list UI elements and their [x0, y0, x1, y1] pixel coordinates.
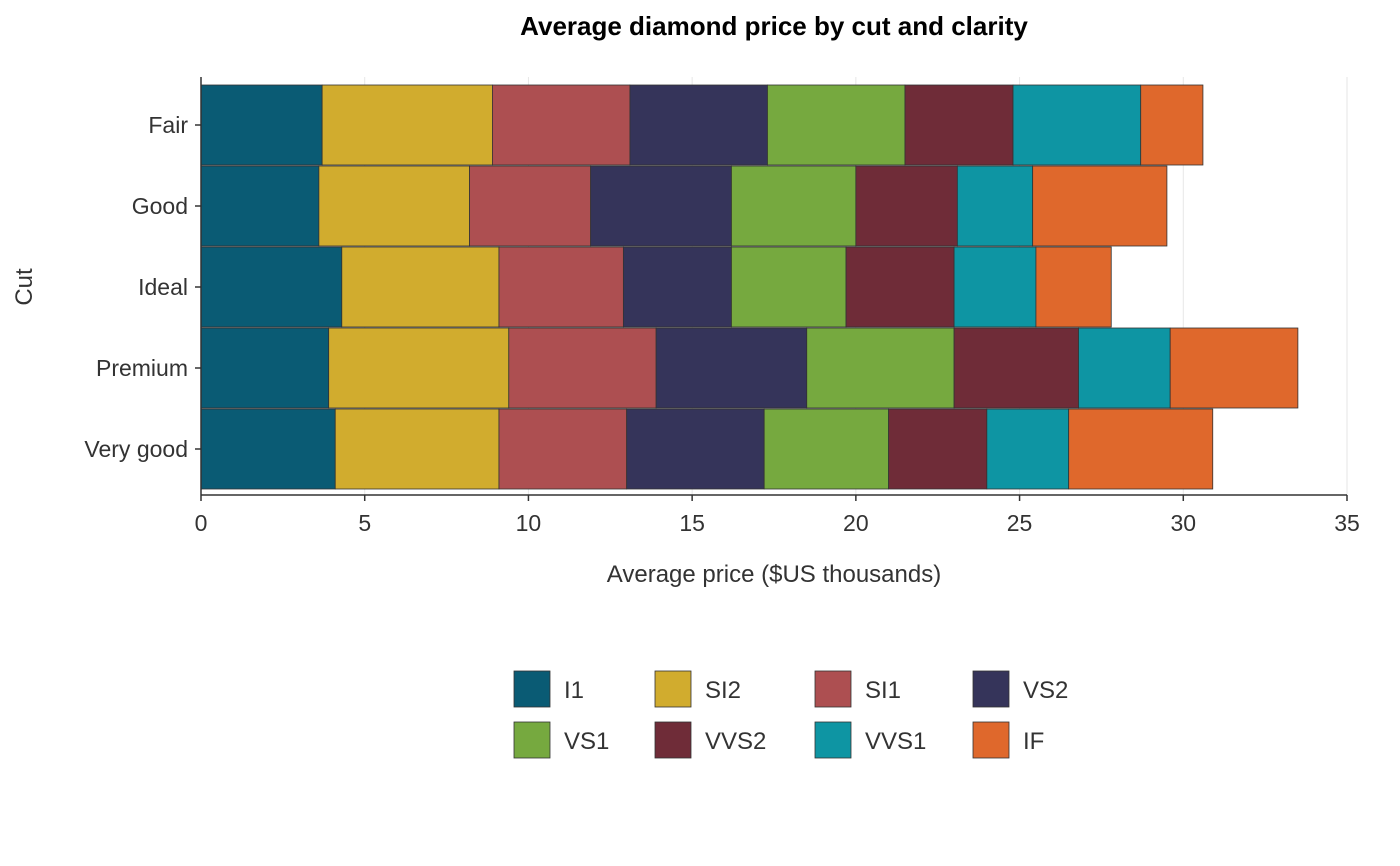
bar-very-good-i1	[200, 408, 336, 490]
bar-very-good-vvs1	[986, 408, 1070, 490]
bar-fair-vvs2	[904, 84, 1014, 166]
x-tick-label-4: 20	[843, 510, 869, 536]
x-tick-label-0: 0	[195, 510, 208, 536]
bar-premium-si2	[328, 327, 510, 409]
y-tick-label-0: Fair	[148, 112, 188, 138]
bar-premium-vs2	[655, 327, 808, 409]
bar-premium-if	[1169, 327, 1299, 409]
bar-ideal-vs2	[622, 246, 732, 328]
legend-label-vvs2: VVS2	[705, 728, 766, 755]
legend-swatch-vs1	[513, 721, 551, 759]
bar-ideal-if	[1035, 246, 1112, 328]
axes: Fair Good Ideal Premium Very good 0 5 10 15 20 25 3…	[84, 77, 1360, 536]
y-tick-label-2: Ideal	[138, 274, 188, 300]
legend-label-si2: SI2	[705, 677, 741, 704]
bar-good-i1	[200, 165, 320, 247]
bar-fair-i1	[200, 84, 323, 166]
y-tick-label-3: Premium	[96, 355, 188, 381]
bar-fair-if	[1140, 84, 1204, 166]
bar-ideal-i1	[200, 246, 343, 328]
bar-premium-vvs2	[953, 327, 1079, 409]
bar-very-good-vs1	[763, 408, 889, 490]
bar-very-good-si2	[334, 408, 500, 490]
bar-premium-i1	[200, 327, 330, 409]
bar-good-si2	[318, 165, 470, 247]
bar-good-vvs2	[855, 165, 958, 247]
bar-ideal-vs1	[731, 246, 847, 328]
bar-fair-vs2	[629, 84, 768, 166]
y-tick-label-1: Good	[132, 193, 188, 219]
bar-good-vs1	[731, 165, 857, 247]
bar-fair-vvs1	[1012, 84, 1142, 166]
legend: I1 SI2 SI1 VS2 VS1 VVS2 VVS1 IF	[513, 670, 1068, 759]
legend-swatch-si2	[654, 670, 692, 708]
legend-label-vvs1: VVS1	[865, 728, 926, 755]
legend-swatch-if	[972, 721, 1010, 759]
bar-very-good-vs2	[626, 408, 765, 490]
legend-swatch-i1	[513, 670, 551, 708]
y-tick-label-4: Very good	[84, 436, 188, 462]
x-tick-label-1: 5	[358, 510, 371, 536]
legend-label-if: IF	[1023, 728, 1044, 755]
bar-fair-vs1	[767, 84, 906, 166]
bar-good-si1	[469, 165, 592, 247]
bar-good-vs2	[590, 165, 732, 247]
bar-very-good-vvs2	[888, 408, 988, 490]
legend-swatch-vvs1	[814, 721, 852, 759]
bar-ideal-si1	[498, 246, 624, 328]
x-tick-label-2: 10	[516, 510, 542, 536]
bar-very-good-si1	[498, 408, 628, 490]
legend-label-si1: SI1	[865, 677, 901, 704]
bar-ideal-vvs1	[953, 246, 1037, 328]
x-tick-label-7: 35	[1334, 510, 1360, 536]
bar-fair-si2	[321, 84, 493, 166]
x-tick-label-6: 30	[1170, 510, 1196, 536]
bar-fair-si1	[492, 84, 631, 166]
stacked-bars	[200, 84, 1299, 490]
x-axis-title: Average price ($US thousands)	[607, 561, 941, 588]
legend-swatch-vs2	[972, 670, 1010, 708]
legend-swatch-si1	[814, 670, 852, 708]
bar-premium-si1	[508, 327, 657, 409]
bar-ideal-si2	[341, 246, 500, 328]
legend-label-vs2: VS2	[1023, 677, 1068, 704]
legend-label-vs1: VS1	[564, 728, 609, 755]
y-axis-title: Cut	[11, 268, 38, 306]
x-tick-label-5: 25	[1007, 510, 1033, 536]
chart-title: Average diamond price by cut and clarity	[520, 11, 1028, 41]
bar-premium-vs1	[806, 327, 955, 409]
bar-ideal-vvs2	[845, 246, 955, 328]
bar-good-vvs1	[956, 165, 1034, 247]
bar-good-if	[1032, 165, 1168, 247]
legend-swatch-vvs2	[654, 721, 692, 759]
bar-very-good-if	[1068, 408, 1214, 490]
legend-label-i1: I1	[564, 677, 584, 704]
x-tick-label-3: 15	[679, 510, 705, 536]
bar-premium-vvs1	[1078, 327, 1171, 409]
